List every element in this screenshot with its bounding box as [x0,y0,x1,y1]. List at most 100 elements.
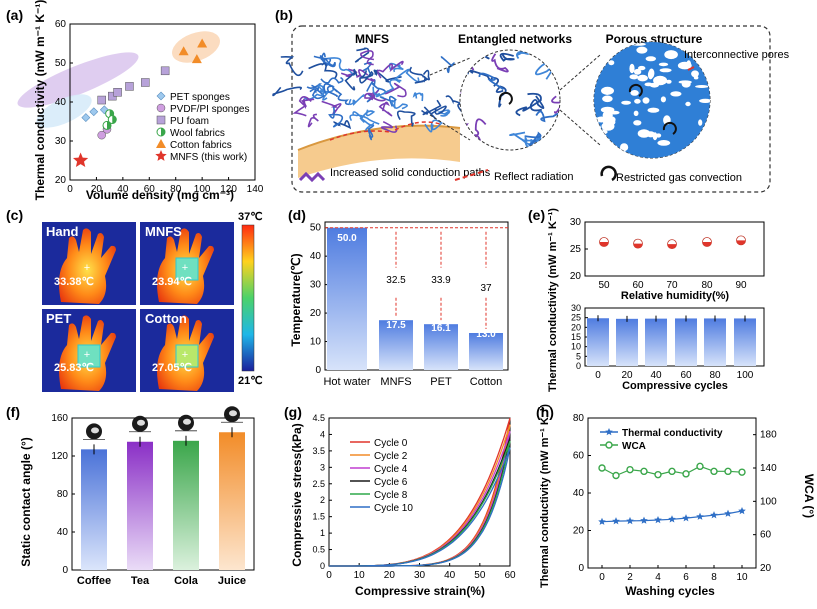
point-h-0-6 [682,514,690,522]
legend-a-0: PET sponges [170,92,230,103]
chart-d: 0 10 20 30 40 50 Temperature(℃) 50.0 17.5 16.… [289,221,509,388]
pore-40 [649,82,660,88]
bar-e-0 [587,318,609,366]
legend-a-marker-3-fill [161,128,165,136]
legend-a-4: Cotton fabrics [170,140,232,151]
point-a-1-0 [97,130,106,140]
y-tick-label-e-bot-1: 5 [576,351,581,361]
pore-24 [602,95,613,103]
y-tick-label-f-0: 0 [62,565,68,576]
fiber-23 [360,50,375,66]
y-tick-label-a-3: 50 [55,58,67,69]
x-tick-label-e-top-1: 60 [632,280,644,291]
legend-g-4: Cycle 8 [374,490,408,501]
bar-e-2 [645,318,667,366]
title-entangled: Entangled networks [458,32,572,46]
fiber-37 [421,99,442,116]
y-tick-label-d-1: 10 [310,337,322,348]
reflect-radiation-icon [454,169,489,181]
legend-g-3: Cycle 6 [374,477,408,488]
panel-label-c: (c) [6,207,23,223]
pore-37 [653,75,668,86]
legend-a-marker-2 [156,115,166,125]
point-a-0-1 [89,107,99,117]
pore-22 [620,143,629,152]
x-tick-label-e-bot-5: 100 [737,370,754,381]
fiber-26 [349,114,380,125]
fiber-mat [272,47,464,141]
y-tick-label-h-1: 20 [573,526,585,537]
legend-a-marker-4 [156,139,166,148]
tile-hand-label: Hand [46,224,79,239]
region-pu-foam [17,52,139,108]
curve-g-5 [329,447,511,567]
y-tick-label-d-5: 50 [310,223,322,234]
diff-d-0: 32.5 [386,275,406,286]
pore-58 [642,97,650,104]
y-tick-label-e-bot-0: 0 [576,361,581,371]
entangled-fiber-7 [468,118,487,143]
y-tick-label-g-0: 0 [320,561,325,571]
pore-38 [647,107,660,113]
chart-a-xlabel: Volume density (mg cm⁻³) [86,188,234,202]
y-tick-label-e-bot-5: 25 [571,313,581,323]
crosshair-3: + [182,349,188,361]
fabric-patch-2 [77,344,101,368]
cat-d-2: PET [430,376,452,388]
point-h-0-1 [612,517,620,525]
point-e-top-fill-1 [633,243,643,249]
pore-56 [685,101,691,107]
x-tick-label-e-bot-4: 80 [709,370,721,381]
fiber-25 [333,120,352,130]
x-tick-label-g-0: 0 [326,570,332,581]
y-tick-label-a-0: 20 [55,175,67,186]
bar-f-3 [219,432,245,570]
entangled-fiber-8 [545,130,560,147]
pore-0 [608,60,615,66]
bar-d-3 [469,333,503,370]
fiber-39 [298,95,315,108]
fiber-45 [344,68,358,91]
y-tick-label-f-3: 120 [51,451,68,462]
point-a-2-0 [97,95,106,105]
x-tick-label-a-1: 20 [91,184,103,195]
point-a-3-2-fill [107,121,111,130]
fiber-2 [348,94,365,106]
fiber-33 [280,55,304,77]
entangled-fiber-9 [499,52,515,62]
point-a-2-5 [160,66,170,76]
y-tick-label-h-right-2: 100 [760,496,777,507]
fiber-49 [414,75,428,84]
cat-f-3: Juice [218,575,246,587]
bar-d-value-2: 16.1 [431,323,451,334]
pore-10 [629,74,639,80]
panel-label-a: (a) [6,7,23,23]
x-tick-label-h-3: 6 [683,572,689,583]
chart-f-ylabel: Static contact angle (°) [19,437,33,567]
entangled-fiber-16 [554,71,560,81]
point-a-5-0 [73,152,89,167]
point-e-top-fill-0 [599,241,609,247]
fiber-8 [313,55,332,68]
point-a-3-1 [107,115,117,125]
fiber-7 [384,82,407,98]
fiber-28 [309,88,326,100]
y-tick-label-d-2: 20 [310,308,322,319]
fabric-patch-1 [175,257,199,281]
fiber-43 [377,60,404,79]
pore-63 [594,46,607,53]
skin-substrate [298,125,460,178]
crosshair-0: + [84,262,90,274]
chart-e-ylabel: Thermal conductivity (mW m⁻¹ K⁻¹) [547,208,559,392]
pore-33 [677,61,692,70]
x-tick-label-h-4: 8 [711,572,717,583]
bar-f-0 [81,449,107,570]
pore-44 [691,70,699,78]
droplet-highlight-f-1 [137,419,145,426]
legend-gas-convection: Restricted gas convection [616,172,742,184]
plot-d-frame [324,221,509,371]
bar-e-3 [675,318,697,366]
legend-h-marker-0 [605,428,613,436]
point-e-top-fill-2 [667,244,677,249]
